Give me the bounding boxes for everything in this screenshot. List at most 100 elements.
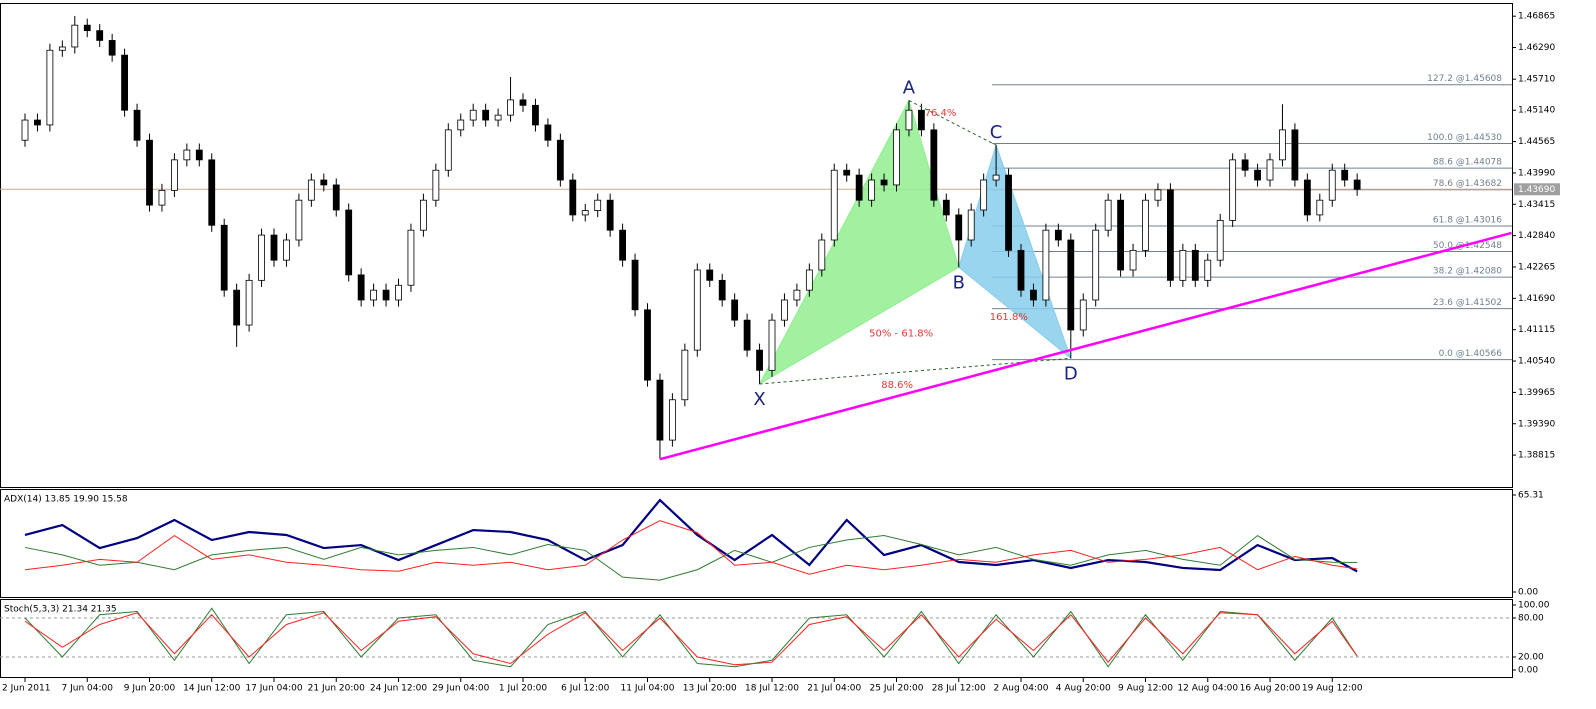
candle-body — [170, 159, 178, 191]
candle-body — [743, 319, 751, 351]
candle-body — [307, 179, 315, 201]
y-tick-label: 1.40540 — [1518, 357, 1555, 367]
candle-body — [1191, 249, 1199, 281]
candle-body — [283, 239, 290, 261]
candle-body — [1142, 199, 1149, 251]
y-tick-label: 80.00 — [1518, 614, 1544, 624]
y-tick-label: 1.44565 — [1518, 137, 1555, 147]
candle-body — [295, 199, 303, 241]
candle-body — [183, 149, 191, 161]
x-tick-label: 4 Aug 20:00 — [1056, 684, 1111, 694]
candle-body — [718, 279, 726, 301]
x-tick-label: 29 Jun 04:00 — [432, 684, 489, 694]
fib-label: 61.8 @1.43016 — [1433, 216, 1502, 226]
indicator-line — [24, 607, 1358, 668]
candle-body — [370, 289, 378, 301]
pattern-point-label: X — [753, 389, 765, 410]
x-tick-label: 18 Jul 12:00 — [745, 684, 799, 694]
fib-label: 127.2 @1.45608 — [1427, 74, 1502, 84]
ratio-label: 76.4% — [925, 108, 957, 119]
fib-label: 23.6 @1.41502 — [1433, 298, 1502, 308]
x-tick-label: 16 Aug 20:00 — [1240, 684, 1301, 694]
y-tick-label: 20.00 — [1518, 653, 1544, 663]
candle-body — [357, 274, 365, 301]
candle-body — [1353, 179, 1361, 190]
candle-body — [656, 379, 664, 441]
candle-body — [544, 124, 552, 141]
candle-body — [469, 109, 477, 121]
x-tick-label: 9 Aug 12:00 — [1118, 684, 1173, 694]
y-tick-label: 1.43415 — [1518, 200, 1555, 210]
candle-body — [1104, 199, 1112, 231]
candle-body — [681, 349, 689, 401]
candle-body — [942, 199, 950, 216]
candle-body — [1216, 219, 1224, 261]
x-tick-label: 12 Aug 04:00 — [1177, 684, 1238, 694]
candle-body — [619, 229, 626, 261]
candle-body — [382, 289, 390, 301]
candle-body — [693, 269, 701, 351]
stoch-title: Stoch(5,3,3) 21.34 21.35 — [4, 605, 117, 615]
candle-body — [46, 49, 54, 126]
candle-body — [1279, 129, 1286, 161]
candle-body — [1154, 189, 1162, 201]
candle-body — [258, 234, 265, 281]
y-tick-label: 100.00 — [1518, 601, 1550, 611]
candle-body — [556, 139, 564, 181]
candle-body — [1241, 159, 1249, 171]
pattern-point-label: C — [990, 122, 1003, 143]
candle-body — [21, 119, 29, 141]
indicator-line — [24, 520, 1358, 575]
candle-body — [195, 149, 203, 161]
candle-body — [1005, 174, 1012, 251]
y-tick-label: 1.46290 — [1518, 43, 1555, 53]
candle-body — [270, 234, 278, 261]
candle-body — [519, 99, 527, 106]
x-tick-label: 28 Jul 12:00 — [932, 684, 986, 694]
y-tick-label: 1.41115 — [1518, 325, 1555, 335]
x-tick-label: 6 Jul 12:00 — [561, 684, 610, 694]
candle-body — [208, 159, 216, 226]
indicator-line — [24, 534, 1358, 581]
indicator-line — [24, 612, 1358, 666]
candle-body — [569, 179, 577, 216]
y-tick-label: 65.31 — [1518, 491, 1544, 501]
candle-body — [669, 399, 676, 441]
y-tick-label: 1.43990 — [1518, 168, 1555, 178]
candle-body — [1341, 169, 1349, 181]
x-tick-label: 21 Jul 04:00 — [807, 684, 861, 694]
pattern-point-label: D — [1064, 363, 1078, 384]
candle-body — [594, 199, 602, 211]
candle-body — [781, 299, 788, 321]
current-price-tag — [1514, 183, 1560, 196]
candle-body — [395, 284, 402, 301]
candle-body — [830, 169, 838, 241]
candle-body — [581, 210, 589, 216]
fib-label: 100.0 @1.44530 — [1427, 133, 1502, 143]
candle-body — [731, 299, 739, 321]
candle-body — [805, 269, 813, 291]
x-tick-label: 9 Jun 20:00 — [124, 684, 176, 694]
candle-body — [1291, 129, 1299, 181]
fib-label: 50.0 @1.42548 — [1433, 241, 1502, 251]
candle-body — [768, 319, 776, 371]
candle-body — [457, 119, 465, 131]
x-tick-label: 17 Jun 04:00 — [245, 684, 302, 694]
fib-label: 88.6 @1.44078 — [1433, 158, 1502, 168]
y-tick-label: 1.38815 — [1518, 451, 1555, 461]
adx-pane — [0, 489, 1513, 598]
adx-title: ADX(14) 13.85 19.90 15.58 — [4, 495, 128, 505]
candle-body — [843, 169, 851, 176]
candle-body — [1079, 299, 1087, 331]
candle-body — [918, 109, 925, 131]
candle-body — [507, 99, 514, 116]
y-tick-label: 1.46865 — [1518, 12, 1555, 22]
candle-body — [644, 309, 651, 381]
candle-body — [1266, 159, 1274, 181]
candle-body — [1179, 249, 1187, 281]
candle-body — [631, 259, 639, 311]
y-tick-label: 1.45710 — [1518, 75, 1555, 85]
x-tick-label: 14 Jun 12:00 — [183, 684, 240, 694]
x-tick-label: 2 Jun 2011 — [2, 684, 50, 694]
